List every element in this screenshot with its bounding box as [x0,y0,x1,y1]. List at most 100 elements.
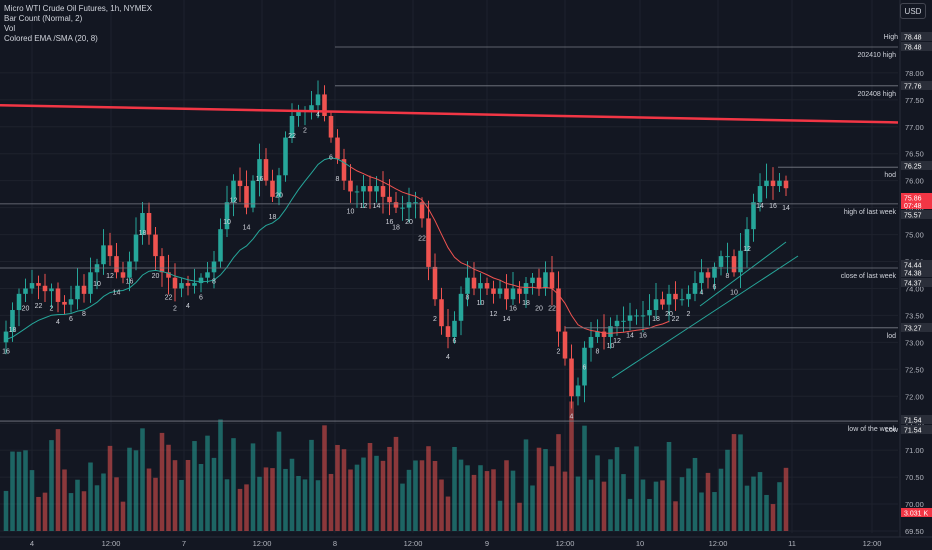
bar-count-label: 14 [782,205,790,212]
price-tag [901,81,932,90]
volume-bar [3,490,9,531]
candle-body [705,272,711,278]
bar-count-label: 6 [453,338,457,345]
price-tag [901,210,932,219]
volume-bar [315,480,321,531]
x-tick-label: 4 [30,539,34,548]
bar-count-label: 20 [665,311,673,318]
candle-body [153,234,158,257]
volume-bar [133,450,139,531]
volume-bar [36,496,41,531]
volume-bar [582,425,587,531]
x-tick-label: 11 [788,539,796,548]
candle-body [218,229,223,262]
volume-bar [478,465,483,531]
volume-bar [250,443,256,531]
candle-body [575,385,581,397]
candle-body [42,285,48,292]
bar-count-label: 20 [405,219,413,226]
volume-bar [673,501,678,531]
candle-body [309,105,314,111]
volume-bar [244,484,249,531]
candle-body [328,115,334,138]
price-tag [901,161,932,170]
volume-bar [367,442,373,531]
volume-bar [120,501,126,531]
candle-body [686,293,691,300]
bar-count-label: 20 [535,305,543,312]
volume-bar [699,492,704,531]
sma-line [350,166,670,334]
candle-body [614,320,620,327]
candle-body [744,229,750,251]
volume-bar [647,498,652,531]
volume-bar [458,459,464,531]
candle-body [393,202,399,208]
price-tag [901,425,932,434]
bar-count-label: 18 [139,230,147,237]
candle-body [497,288,503,294]
volume-bar [88,462,93,531]
candle-body [400,207,405,209]
volume-bar [679,477,685,531]
candle-body [10,310,15,332]
volume-bar [231,438,236,531]
x-tick-label: 10 [636,539,644,548]
volume-bar [302,479,308,531]
volume-bar [257,476,262,531]
candle-body [413,202,418,204]
volume-bar [465,465,470,531]
bar-count-label: 14 [373,203,381,210]
candle-body [471,277,477,289]
candle-body [36,283,41,286]
bar-count-label: 10 [347,208,355,215]
legend-title: Micro WTI Crude Oil Futures, 1h, NYMEX [4,4,153,13]
candle-body [458,293,464,321]
volume-bar [562,471,568,531]
volume-bar [263,467,269,531]
volume-bar [49,440,54,531]
volume-bar [510,470,516,531]
candle-body [185,283,191,286]
price-tag [901,42,932,51]
volume-bar [712,492,717,531]
price-tag-value: 73.27 [904,326,922,333]
bar-count-label: 8 [466,295,470,302]
bar-count-label: 2 [557,349,561,356]
candle-body [484,283,490,289]
bar-count-label: 10 [607,343,615,350]
candle-body [556,288,561,332]
volume-bar [237,488,243,531]
bar-count-label: 2 [173,305,177,312]
volume-bar [283,468,288,531]
price-tag-value: 78.48 [904,45,922,52]
bar-count-label: 12 [743,246,751,253]
currency-button[interactable]: USD [900,3,926,19]
y-tick-label: 78.00 [905,69,924,78]
volume-bar [783,467,789,531]
x-tick-label: 12:00 [556,539,575,548]
volume-bar [101,473,106,531]
candle-body [569,358,574,397]
price-tag-value: 77.76 [904,84,922,91]
candle-body [751,202,756,230]
candle-body [465,277,470,294]
price-tag [901,415,932,424]
bar-count-label: 4 [700,289,704,296]
candle-body [107,245,113,257]
volume-bar [62,469,67,531]
candle-body [588,336,594,348]
ema-line [5,157,351,341]
candle-body [582,347,587,386]
volume-bar [738,434,743,531]
x-tick-label: 12:00 [253,539,272,548]
volume-bar [335,444,340,531]
volume-bar [634,446,639,531]
volume-bar [497,500,503,531]
price-tag-caption: Low [885,427,899,434]
price-tag [901,508,932,517]
bar-count-label: 4 [446,354,450,361]
bar-count-label: 6 [199,295,203,302]
candle-body [276,175,282,197]
